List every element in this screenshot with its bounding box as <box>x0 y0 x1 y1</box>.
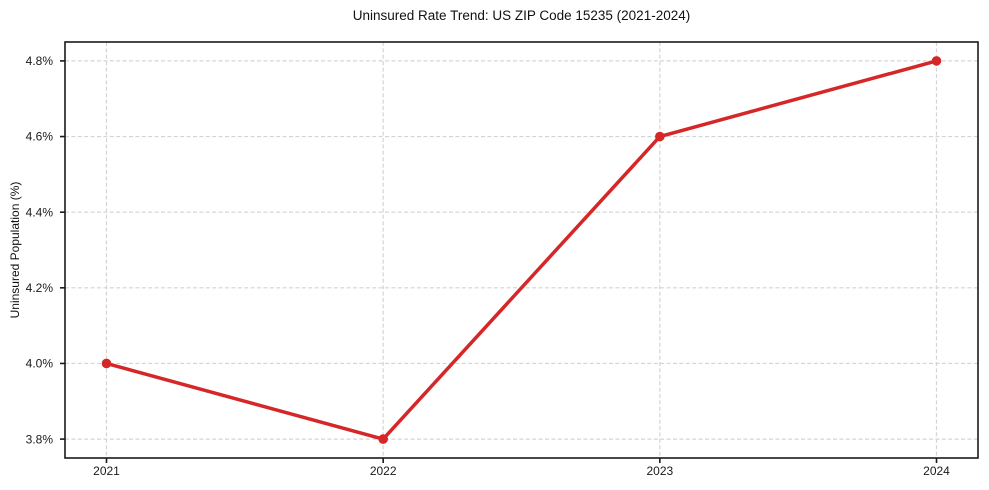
data-point-marker <box>931 56 942 66</box>
chart-title: Uninsured Rate Trend: US ZIP Code 15235 … <box>352 8 691 23</box>
y-tick-label: 4.6% <box>26 130 54 144</box>
data-point-marker <box>378 434 388 444</box>
y-tick-label: 3.8% <box>26 432 54 446</box>
y-tick-label: 4.0% <box>26 357 54 371</box>
x-tick-label: 2022 <box>370 464 397 478</box>
x-tick-label: 2023 <box>646 464 673 478</box>
y-tick-label: 4.4% <box>26 205 54 219</box>
plot-border <box>64 41 979 459</box>
y-tick-label: 4.8% <box>26 54 54 68</box>
y-tick-label: 4.2% <box>26 281 54 295</box>
data-point-marker <box>655 131 665 142</box>
x-tick-label: 2021 <box>93 464 120 478</box>
x-tick-label: 2024 <box>923 464 950 478</box>
data-point-marker <box>101 358 112 369</box>
trend-line <box>104 59 939 441</box>
